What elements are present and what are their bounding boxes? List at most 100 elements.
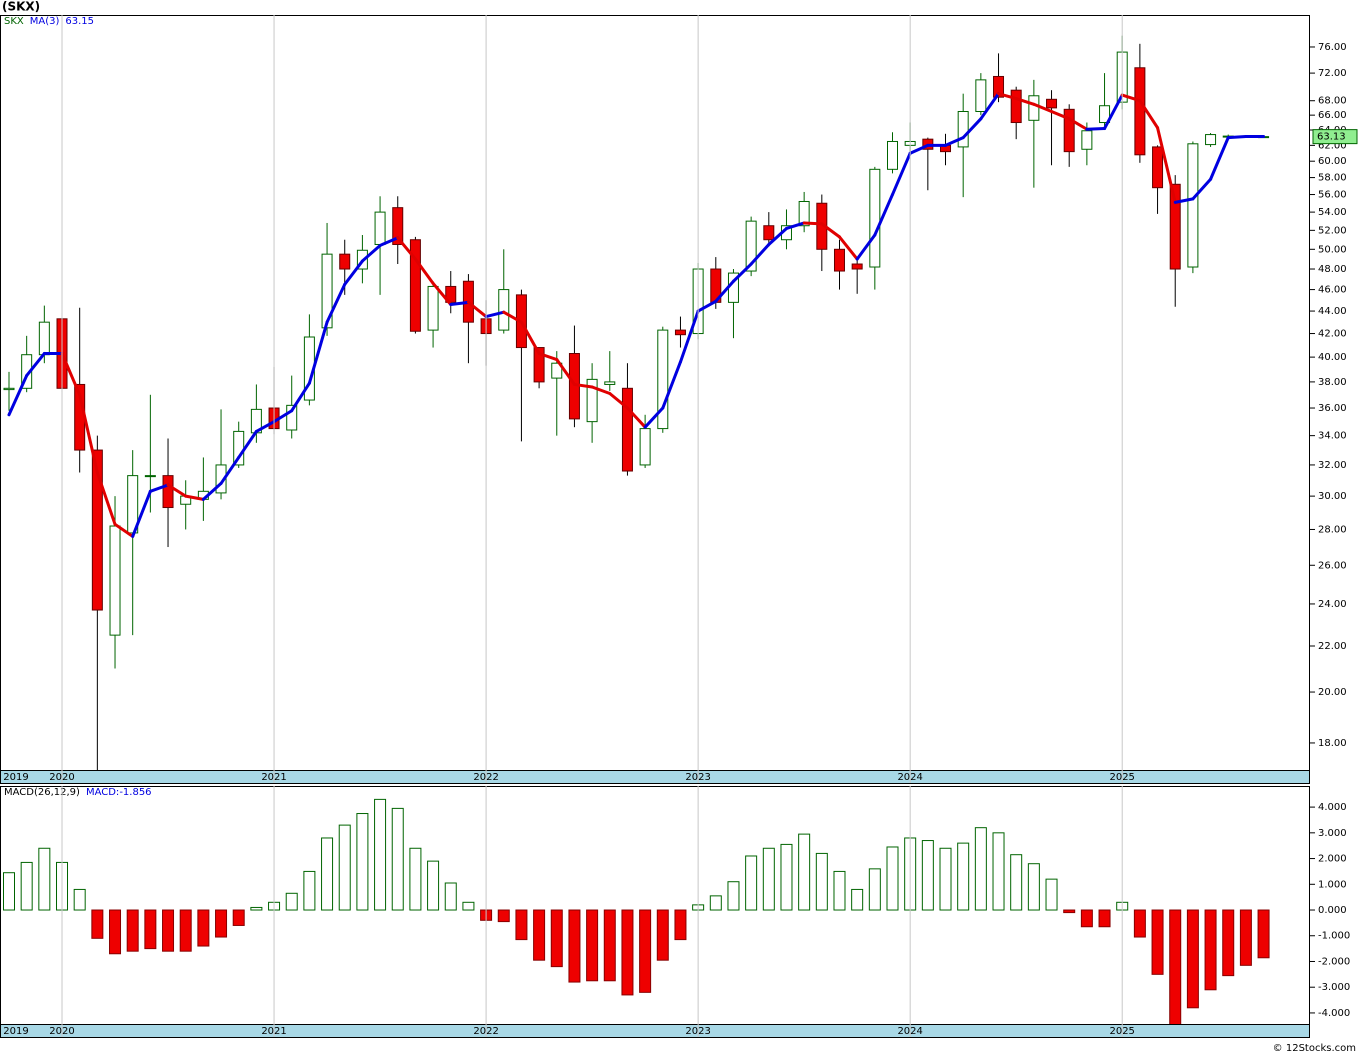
y-tick-label: 3.000	[1318, 828, 1347, 839]
y-tick-label: 1.000	[1318, 879, 1347, 890]
watermark: © 12Stocks.com	[1273, 1043, 1356, 1054]
macd-bar	[851, 888, 864, 911]
candle-body	[869, 168, 881, 268]
candle-body	[409, 239, 421, 332]
macd-bar	[586, 909, 599, 982]
candle-body	[1169, 183, 1181, 270]
y-tick-label: 4.000	[1318, 802, 1347, 813]
x-tick-label: 2022	[473, 772, 498, 783]
ma-segment	[1156, 126, 1177, 204]
macd-bar	[780, 843, 793, 911]
macd-bar	[621, 909, 634, 996]
candle-body	[674, 329, 686, 336]
y-tick-label: -2.000	[1318, 956, 1350, 967]
x-tick-label: 2019	[3, 772, 28, 783]
date-strip	[0, 1024, 1310, 1038]
macd-bar	[38, 847, 51, 911]
candle-body	[321, 253, 333, 329]
macd-bar	[1239, 909, 1252, 966]
ma-segment	[714, 279, 735, 303]
ma-segment	[1120, 93, 1142, 103]
y-tick-label: 56.00	[1318, 190, 1347, 201]
candle-body	[1046, 98, 1058, 109]
candle-body	[798, 200, 810, 227]
macd-bar	[1257, 909, 1270, 959]
ma-segment	[7, 374, 29, 417]
candle-body	[374, 211, 386, 245]
x-tick-label: 2024	[897, 772, 922, 783]
ma-segment	[378, 236, 400, 247]
y-tick-label: 50.00	[1318, 244, 1347, 255]
candle-body	[957, 110, 969, 148]
ma-segment	[891, 151, 912, 197]
ma-segment	[431, 281, 453, 307]
macd-bar	[674, 909, 687, 941]
last-price: 63.13	[1317, 132, 1346, 143]
ma-segment	[290, 381, 311, 413]
macd-bar	[798, 833, 811, 911]
ma-segment	[731, 262, 753, 283]
y-tick-label: 30.00	[1318, 491, 1347, 502]
candle-body	[339, 253, 351, 270]
ma-segment	[1050, 109, 1071, 121]
macd-bar	[391, 807, 404, 911]
ma-segment	[25, 352, 46, 378]
ma-segment	[1138, 99, 1160, 130]
y-tick-label: 22.00	[1318, 641, 1347, 652]
macd-bar	[109, 909, 122, 955]
x-tick-label: 2023	[685, 1026, 710, 1037]
candle-body	[1010, 89, 1022, 124]
y-tick-label: 58.00	[1318, 173, 1347, 184]
macd-bar	[815, 852, 828, 911]
macd-bar	[568, 909, 581, 983]
candle-body	[427, 285, 439, 331]
candle-body	[621, 387, 633, 472]
macd-bar	[409, 847, 422, 911]
candle-body	[1099, 105, 1111, 124]
candle-body	[109, 525, 121, 636]
y-tick-label: 32.00	[1318, 460, 1347, 471]
macd-bar	[745, 855, 758, 911]
y-tick-label: 38.00	[1318, 377, 1347, 388]
ma-segment	[184, 494, 205, 501]
ma-segment	[873, 193, 894, 237]
macd-bar	[232, 909, 245, 926]
y-tick-label: 76.00	[1318, 42, 1347, 53]
macd-bar	[91, 909, 104, 939]
macd-bar	[179, 909, 192, 952]
ma-segment	[502, 310, 523, 324]
ma-segment	[643, 406, 665, 429]
ma-segment	[148, 483, 170, 493]
macd-bar	[1186, 909, 1199, 1009]
ma-segment	[696, 299, 718, 313]
ma-segment	[449, 300, 470, 307]
macd-panel	[0, 786, 1310, 1025]
macd-bar	[1133, 909, 1146, 938]
macd-bar	[603, 909, 616, 982]
macd-bar	[709, 895, 722, 911]
candle-body	[1028, 95, 1040, 121]
x-tick-label: 2023	[685, 772, 710, 783]
y-tick-label: 52.00	[1318, 225, 1347, 236]
legend-symbol: SKX	[4, 16, 24, 27]
macd-bar	[1151, 909, 1164, 975]
macd-bar	[992, 832, 1005, 911]
macd-bar	[1204, 909, 1217, 991]
macd-bar	[444, 882, 457, 911]
ma-segment	[661, 360, 682, 410]
y-tick-label: 2.000	[1318, 854, 1347, 865]
legend-macd-value: -1.856	[119, 787, 151, 798]
x-tick-label: 2022	[473, 1026, 498, 1037]
x-tick-label: 2024	[897, 1026, 922, 1037]
macd-bar	[462, 901, 475, 911]
ma-segment	[784, 221, 806, 230]
ma-segment	[1226, 134, 1248, 140]
candle-body	[604, 381, 616, 385]
ma-segment	[201, 481, 223, 501]
ma-segment	[1032, 102, 1054, 113]
candle-body	[1152, 146, 1164, 189]
y-tick-label: 46.00	[1318, 285, 1347, 296]
legend: SKX MA(3) 63.15	[4, 16, 94, 27]
y-tick-label: 42.00	[1318, 329, 1347, 340]
y-tick-label: 34.00	[1318, 431, 1347, 442]
